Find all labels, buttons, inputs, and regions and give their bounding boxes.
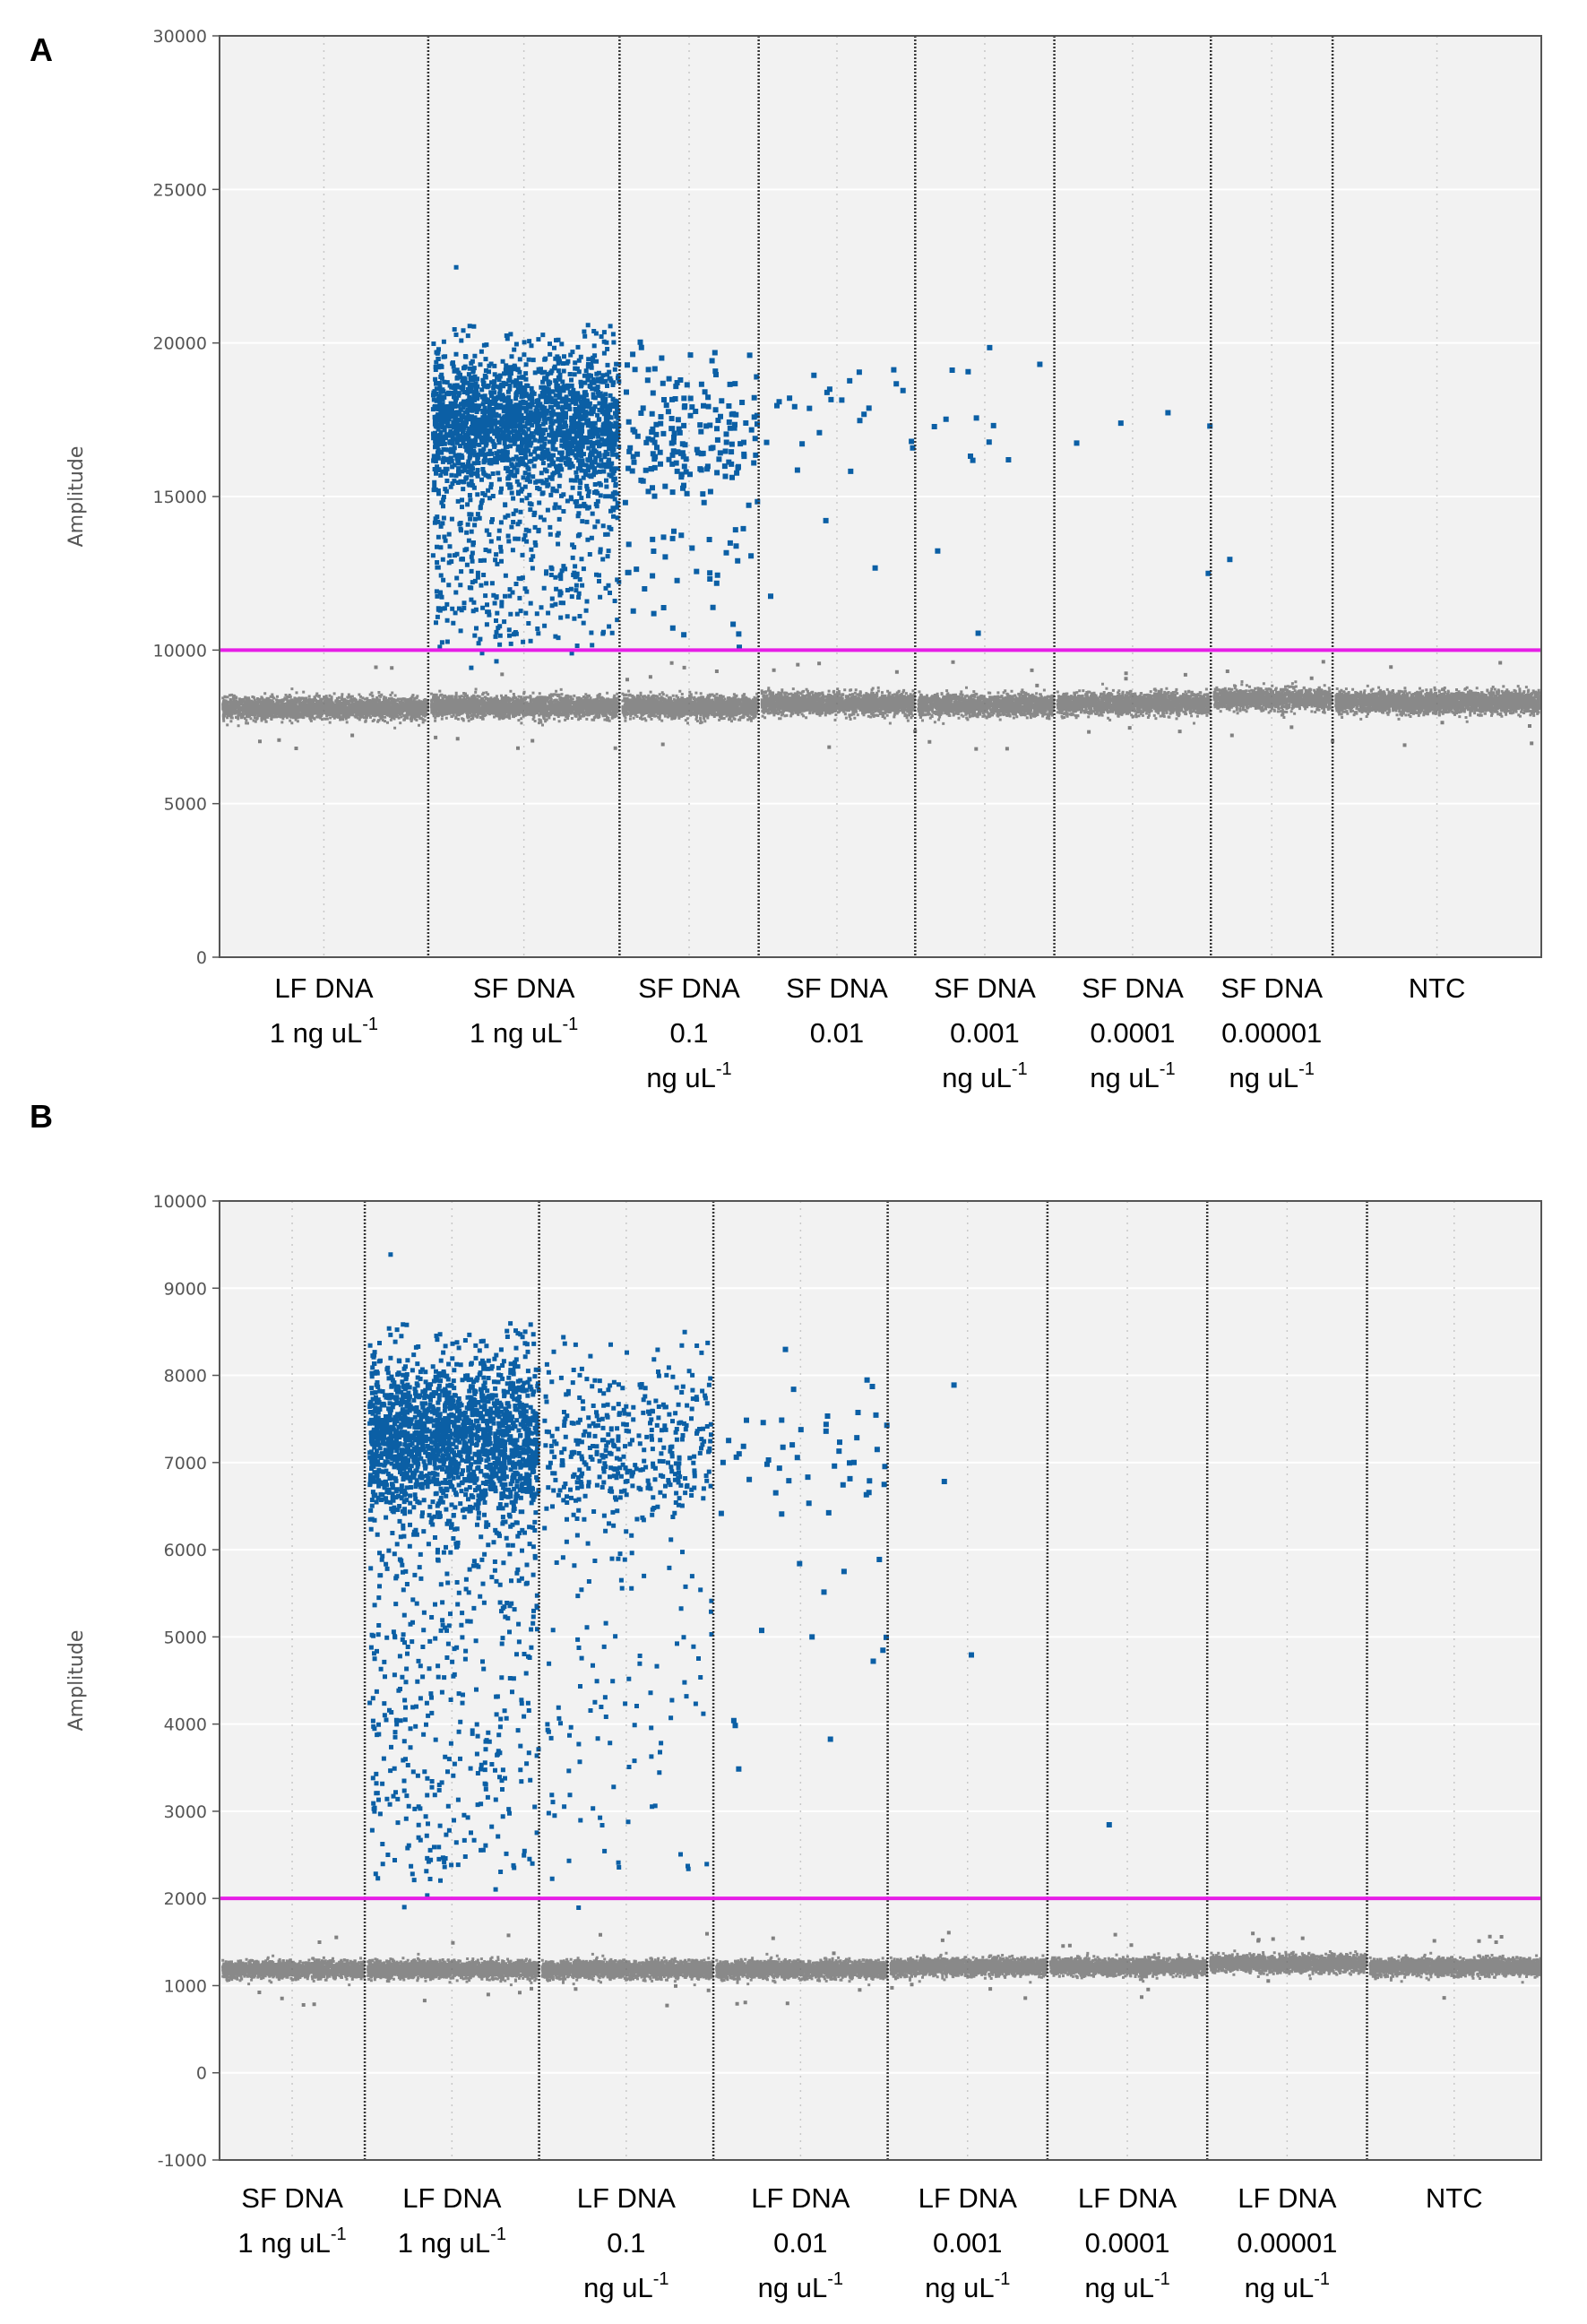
negative-droplets-well-4 [760, 686, 917, 725]
negative-droplets-well-3 [621, 689, 760, 725]
y-tick-label: 20000 [153, 334, 207, 354]
y-axis-label: Amplitude [65, 446, 88, 548]
y-tick-label: 1000 [164, 1976, 207, 1996]
category-label: SF DNA 0.01 [786, 972, 888, 1049]
negative-droplets-well-5 [917, 686, 1056, 725]
y-tick-label: 7000 [164, 1454, 207, 1473]
panel-letter: B [30, 1098, 53, 1135]
category-label: SF DNA 1 ng uL-1 [470, 972, 578, 1049]
y-tick-label: 3000 [164, 1802, 207, 1822]
positive-droplets-well-3 [542, 1329, 714, 1910]
plot-frame [219, 1200, 1542, 2161]
negative-droplets-well-8 [1368, 1951, 1542, 1984]
negative-droplets-well-6 [1048, 1951, 1209, 1983]
category-label: LF DNA 0.00001 ng uL-1 [1237, 2182, 1337, 2303]
negative-droplets-well-6 [1056, 682, 1212, 725]
category-label: SF DNA 0.0001 ng uL-1 [1082, 972, 1184, 1093]
y-tick-label: -1000 [158, 2151, 207, 2171]
category-label: LF DNA 0.01 ng uL-1 [751, 2182, 850, 2303]
negative-outliers-well-8 [1432, 1934, 1504, 2000]
panel-b: B -1000 0 1000 2000 3000 4000 5000 6000 7000 8000 9… [30, 1098, 1542, 2303]
droplets [221, 264, 1542, 751]
category-label: SF DNA 0.00001 ng uL-1 [1220, 972, 1323, 1093]
y-tick-label: 15000 [153, 488, 207, 507]
y-tick-label: 8000 [164, 1367, 207, 1387]
y-axis-label: Amplitude [65, 1630, 88, 1732]
negative-droplets-well-7 [1209, 1949, 1368, 1981]
negative-droplets-well-3 [540, 1952, 714, 1987]
category-label: LF DNA 0.001 ng uL-1 [919, 2182, 1018, 2303]
panel-a: A 0 5000 10000 15000 20000 25000 30000 Amplitude… [30, 27, 1542, 1093]
negative-droplets-well-7 [1212, 680, 1333, 719]
droplets [221, 1252, 1542, 2008]
positive-droplets-well-6 [1106, 1822, 1112, 1827]
category-label: NTC [1409, 972, 1466, 1004]
category-label: LF DNA 0.1 ng uL-1 [577, 2182, 677, 2303]
y-tick-label: 4000 [164, 1715, 207, 1735]
y-tick-label: 10000 [153, 1192, 207, 1212]
negative-droplets-well-1 [221, 687, 429, 730]
category-label: LF DNA 0.0001 ng uL-1 [1078, 2182, 1177, 2303]
negative-droplets-well-5 [889, 1951, 1048, 1984]
negative-droplets-well-2 [429, 687, 621, 727]
positive-droplets-well-2 [430, 264, 622, 670]
category-label: LF DNA 1 ng uL-1 [270, 972, 378, 1049]
y-tick-label: 30000 [153, 27, 207, 47]
positive-droplets-well-2 [367, 1252, 541, 1910]
y-tick-label: 25000 [153, 180, 207, 200]
category-label: SF DNA 1 ng uL-1 [237, 2182, 346, 2259]
negative-droplets-well-4 [715, 1952, 889, 1987]
category-label: SF DNA 0.001 ng uL-1 [934, 972, 1036, 1093]
panel-letter: A [30, 31, 53, 68]
negative-droplets-well-2 [367, 1952, 540, 1987]
y-tick-label: 2000 [164, 1889, 207, 1909]
y-tick-label: 0 [196, 2064, 207, 2084]
category-label: NTC [1426, 2182, 1483, 2214]
y-tick-label: 5000 [164, 795, 207, 815]
negative-droplets-well-8 [1334, 684, 1542, 723]
y-tick-label: 0 [196, 948, 207, 968]
negative-droplets-well-1 [221, 1954, 366, 1987]
y-tick-label: 10000 [153, 641, 207, 661]
positive-droplets-well-3 [622, 339, 761, 651]
y-tick-label: 6000 [164, 1541, 207, 1560]
y-tick-label: 9000 [164, 1279, 207, 1299]
y-tick-label: 5000 [164, 1628, 207, 1647]
category-label: SF DNA 0.1 ng uL-1 [638, 972, 740, 1093]
positive-droplets-well-7 [1227, 557, 1233, 563]
category-label: LF DNA 1 ng uL-1 [398, 2182, 506, 2259]
